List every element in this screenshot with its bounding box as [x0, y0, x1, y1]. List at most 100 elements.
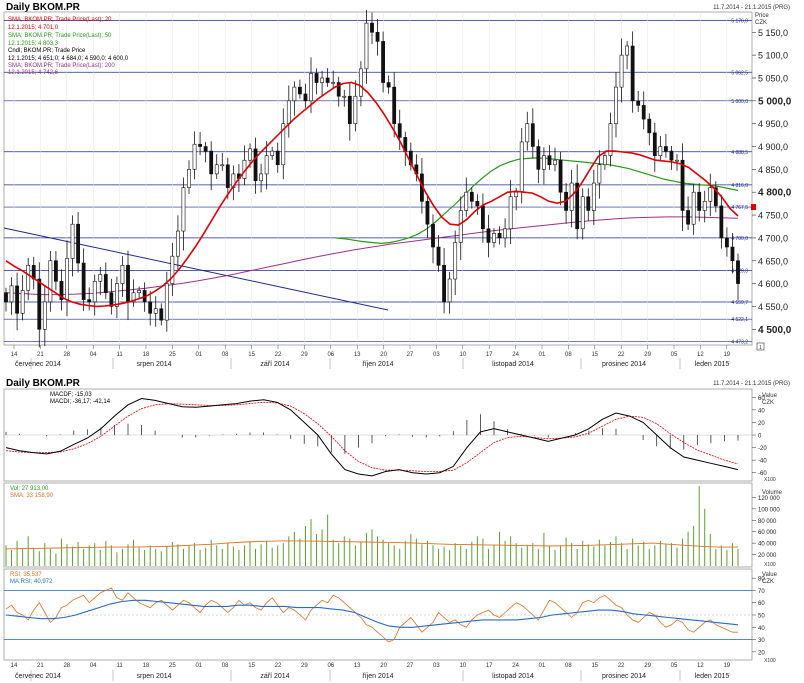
month-label: srpen 2014	[136, 673, 171, 680]
candle-body	[54, 260, 58, 282]
candle-body	[303, 93, 308, 102]
y-tick-label: -20	[758, 446, 767, 452]
y-tick-label: 20 000	[758, 553, 777, 559]
candle-body	[26, 265, 31, 291]
month-label: listopad 2014	[492, 673, 534, 680]
current-level-marker	[751, 204, 756, 211]
x-tick-label: 15	[591, 663, 598, 669]
x-tick-label: 14	[11, 663, 18, 669]
candle-body	[736, 260, 740, 284]
candle-body	[81, 262, 86, 300]
y-tick-label: 4 700,0	[758, 233, 788, 243]
month-label: říjen 2014	[362, 361, 393, 368]
candle-body	[92, 281, 97, 303]
x-tick-label: 22	[275, 352, 282, 358]
volume-legend-line: SMA; 33 158,90	[10, 493, 54, 499]
rsi-unit-label: Value	[762, 572, 778, 578]
macd-currency-label: CZK	[762, 400, 774, 406]
candle-body	[580, 196, 585, 230]
candle-body	[220, 164, 225, 167]
price-level-label: 4 888,5	[731, 150, 748, 156]
x-tick-label: 08	[565, 352, 572, 358]
candle-body	[664, 146, 668, 152]
macd-histogram	[5, 414, 739, 454]
candle-body	[392, 86, 397, 124]
candle-body	[115, 283, 119, 307]
legend-line: 12.1.2015; 4 803,3	[8, 41, 59, 47]
volume-legend-line: Vol; 27 913,00	[10, 486, 49, 492]
candle-body	[70, 223, 75, 259]
candle-body	[87, 299, 92, 303]
y-tick-label: 60	[758, 396, 765, 402]
price-corner-box-label: 1	[759, 345, 762, 351]
candle-body	[275, 150, 280, 166]
candle-body	[630, 45, 635, 102]
x-tick-label: 19	[723, 352, 730, 358]
candle-body	[514, 191, 519, 198]
candle-body	[481, 205, 485, 230]
month-label: září 2014	[260, 673, 289, 680]
macd-panel-range: 11.7.2014 - 21.1.2015 (PRG)	[713, 381, 790, 387]
x-tick-label: 01	[195, 352, 202, 358]
candle-body	[187, 169, 191, 188]
macd-legend-line: MACDF; -15,03	[50, 392, 92, 398]
x-tick-label: 18	[143, 663, 150, 669]
rsi-grid	[4, 589, 752, 641]
price-corner-box	[756, 342, 765, 351]
candle-body	[436, 246, 441, 266]
y-tick-label: 20	[758, 421, 765, 427]
candle-body	[9, 285, 14, 303]
candle-body	[375, 31, 380, 42]
x-tick-label: 05	[671, 352, 678, 358]
price-plot-frame	[3, 11, 753, 346]
legend-line: 12.1.2015; 4 701,0	[8, 25, 59, 31]
price-y-axis: 5 150,0 5 100,0 5 050,0 5 000,0 4 950,0 4 900…	[752, 28, 792, 336]
candle-body	[109, 292, 114, 307]
month-label: prosinec 2014	[602, 673, 646, 680]
candle-body	[48, 260, 53, 303]
candle-body	[464, 191, 469, 211]
candle-body	[408, 150, 413, 166]
y-tick-label: 4 600,0	[758, 279, 788, 289]
x-tick-label: 01	[195, 663, 202, 669]
y-tick-label: 80	[758, 577, 765, 583]
y-tick-label: 5 100,0	[758, 51, 788, 61]
macd-corner-box: X100	[764, 477, 776, 483]
candlesticks	[4, 9, 740, 348]
candle-body	[159, 308, 164, 321]
x-tick-label: 04	[90, 352, 97, 358]
candle-body	[686, 210, 690, 225]
volume-sma-line	[5, 540, 738, 550]
candle-body	[336, 82, 341, 97]
volume-y-axis: 120 000 100 000 80 000 60 000 40 000 20 000	[752, 496, 780, 559]
x-tick-label: 13	[354, 352, 361, 358]
candle-body	[148, 301, 153, 314]
candle-body	[725, 237, 729, 248]
candle-body	[658, 146, 663, 156]
candle-body	[214, 164, 219, 175]
candle-body	[713, 187, 718, 207]
rsi-line	[5, 587, 738, 643]
y-tick-label: 5 050,0	[758, 73, 788, 83]
candle-body	[347, 95, 352, 124]
candle-body	[614, 86, 618, 124]
candle-body	[702, 201, 707, 211]
month-label: prosinec 2014	[602, 361, 646, 368]
candle-body	[619, 54, 624, 88]
candle-body	[603, 155, 607, 166]
y-tick-label: 0	[758, 434, 762, 440]
candle-body	[547, 155, 552, 166]
price-level-label: 5 000,0	[731, 99, 748, 105]
candle-body	[76, 223, 80, 264]
y-tick-label: 4 850,0	[758, 165, 788, 175]
month-label: srpen 2014	[136, 361, 171, 368]
candle-body	[331, 82, 336, 84]
x-tick-label: 20	[380, 663, 387, 669]
x-tick-label: 28	[63, 352, 70, 358]
bottom-x-axis: 14 21 28 04 11 18 25 01 08 15 22 29 06 13 20 27 03 10 17 24…	[11, 663, 731, 681]
candle-body	[458, 210, 463, 243]
x-tick-label: 24	[512, 663, 519, 669]
x-tick-label: 27	[407, 663, 414, 669]
candle-body	[625, 45, 629, 56]
